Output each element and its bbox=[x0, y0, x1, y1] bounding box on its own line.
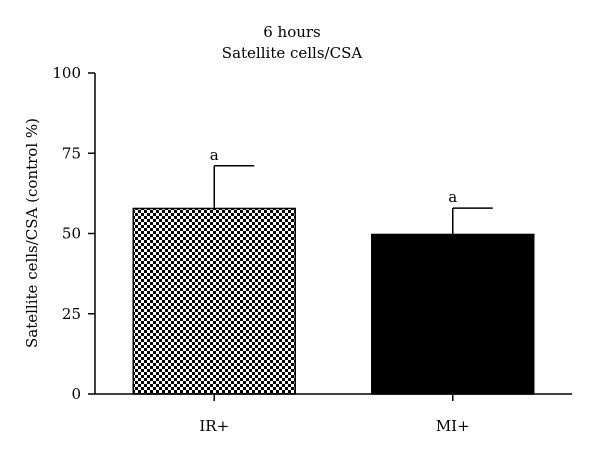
y-axis-label: Satellite cells/CSA (control %) bbox=[23, 118, 41, 348]
bar bbox=[132, 207, 296, 395]
y-tick-label: 75 bbox=[62, 144, 81, 162]
significance-label: a bbox=[210, 146, 219, 164]
significance-label: a bbox=[448, 188, 457, 206]
chart-subtitle: Satellite cells/CSA bbox=[222, 44, 363, 62]
y-tick-label: 50 bbox=[62, 225, 81, 243]
y-tick-label: 0 bbox=[71, 385, 81, 403]
chart-title: 6 hours bbox=[263, 23, 321, 41]
bar bbox=[371, 233, 535, 395]
x-tick-label: MI+ bbox=[436, 417, 470, 435]
y-tick-label: 25 bbox=[62, 305, 81, 323]
plot-area: 0 25 50 75 100 a IR+ a MI+ bbox=[52, 64, 535, 435]
x-tick-label: IR+ bbox=[199, 417, 229, 435]
y-tick-label: 100 bbox=[52, 64, 81, 82]
